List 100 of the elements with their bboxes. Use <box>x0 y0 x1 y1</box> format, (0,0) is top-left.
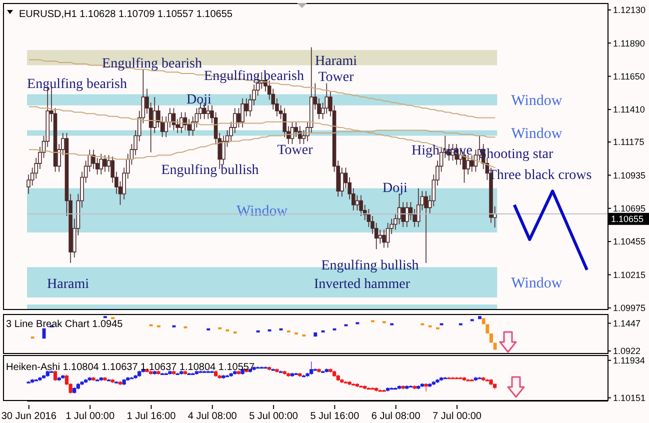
x-tick-label: 5 Jul 16:00 <box>310 411 360 422</box>
candlestick <box>34 378 38 382</box>
candlestick <box>84 378 88 384</box>
candlestick <box>352 382 356 386</box>
candlestick <box>76 382 80 390</box>
candlestick <box>103 154 107 172</box>
candlestick <box>194 370 198 376</box>
y-tick-label: 1.11890 <box>613 38 645 48</box>
candlestick <box>416 384 420 390</box>
candlestick <box>489 378 493 386</box>
candlestick <box>172 370 176 376</box>
candlestick <box>420 382 424 388</box>
candlestick <box>405 384 409 390</box>
annotation: Inverted hammer <box>314 277 410 292</box>
bar <box>486 324 490 334</box>
annotation: Harami <box>47 277 90 292</box>
y-tick-label: 1.10215 <box>613 270 646 280</box>
y-tick-label: 1.10935 <box>613 170 646 180</box>
bar <box>314 332 318 337</box>
candlestick <box>218 374 222 380</box>
candlestick <box>122 378 126 386</box>
candlestick <box>363 384 367 390</box>
candlestick <box>38 376 42 382</box>
candlestick <box>160 372 164 376</box>
bar <box>482 318 486 324</box>
candlestick <box>256 366 260 369</box>
candlestick <box>336 374 340 382</box>
annotation: Engulfing bearish <box>27 77 127 92</box>
annotation: Doji <box>186 92 212 108</box>
candlestick <box>382 389 386 392</box>
candlestick <box>366 387 370 390</box>
candlestick <box>462 376 466 382</box>
candlestick <box>401 384 405 390</box>
band-label: Window <box>511 275 562 292</box>
candlestick <box>206 104 210 120</box>
candlestick <box>118 380 122 386</box>
annotation: Tower <box>277 143 314 158</box>
candlestick <box>236 370 241 376</box>
candlestick <box>440 376 444 382</box>
x-tick-label: 5 Jul 00:00 <box>249 411 298 422</box>
candlestick <box>436 378 440 384</box>
annotation: Engulfing bearish <box>102 56 202 72</box>
candlestick <box>183 370 188 376</box>
candlestick <box>92 376 96 382</box>
annotation: Engulfing bullish <box>321 258 419 274</box>
y-tick-label: 1.10695 <box>613 204 646 214</box>
candlestick <box>176 372 180 376</box>
candlestick <box>99 376 103 382</box>
x-tick-label: 4 Jul 08:00 <box>188 411 238 422</box>
candlestick <box>324 368 328 373</box>
candlestick <box>214 370 218 378</box>
x-tick-label: 1 Jul 16:00 <box>126 411 176 422</box>
x-tick-label: 30 Jun 2016 <box>1 411 57 422</box>
candlestick <box>432 380 436 386</box>
candlestick <box>450 376 455 380</box>
candlestick <box>321 370 325 373</box>
candlestick <box>470 378 474 382</box>
y-tick-label: 1.12130 <box>613 5 646 16</box>
candlestick <box>229 372 233 378</box>
candlestick <box>96 378 100 382</box>
candlestick <box>412 384 416 390</box>
bar <box>302 334 306 337</box>
candlestick <box>152 370 156 376</box>
candlestick <box>443 376 447 380</box>
candlestick <box>482 376 486 382</box>
candlestick <box>191 372 195 376</box>
candlestick <box>106 378 111 382</box>
candlestick <box>46 370 50 378</box>
candlestick <box>240 98 244 128</box>
candlestick <box>99 153 104 175</box>
candlestick <box>474 376 478 382</box>
candlestick <box>408 384 413 388</box>
candlestick <box>405 202 409 228</box>
candlestick <box>294 372 298 376</box>
candlestick <box>386 387 390 392</box>
candlestick <box>233 370 237 376</box>
candlestick <box>180 370 184 376</box>
candlestick <box>370 387 374 390</box>
candlestick <box>386 222 390 248</box>
candlestick <box>80 380 84 386</box>
bar <box>493 342 497 350</box>
candlestick <box>210 370 214 373</box>
candlestick <box>348 380 352 386</box>
candlestick <box>397 384 402 390</box>
candlestick <box>298 372 302 378</box>
candlestick <box>42 374 46 380</box>
candlestick <box>302 374 306 378</box>
candlestick <box>485 378 489 382</box>
candlestick <box>134 374 138 380</box>
text: EURUSD,H1 1.10628 1.10709 1.10557 1.10655 <box>19 9 233 20</box>
candlestick <box>264 366 268 369</box>
candlestick <box>179 112 184 134</box>
candlestick <box>328 368 332 373</box>
text: 3 Line Break Chart 1.0945 <box>6 319 124 330</box>
candlestick <box>332 370 336 378</box>
candlestick <box>271 368 275 371</box>
y-tick-label: 1.11934 <box>613 356 645 366</box>
text: Heiken-Ashi 1.10804 1.10637 1.10637 1.10804 1.10557 <box>6 362 255 373</box>
candlestick <box>168 370 172 376</box>
y-tick-label: 1.11650 <box>613 71 645 82</box>
